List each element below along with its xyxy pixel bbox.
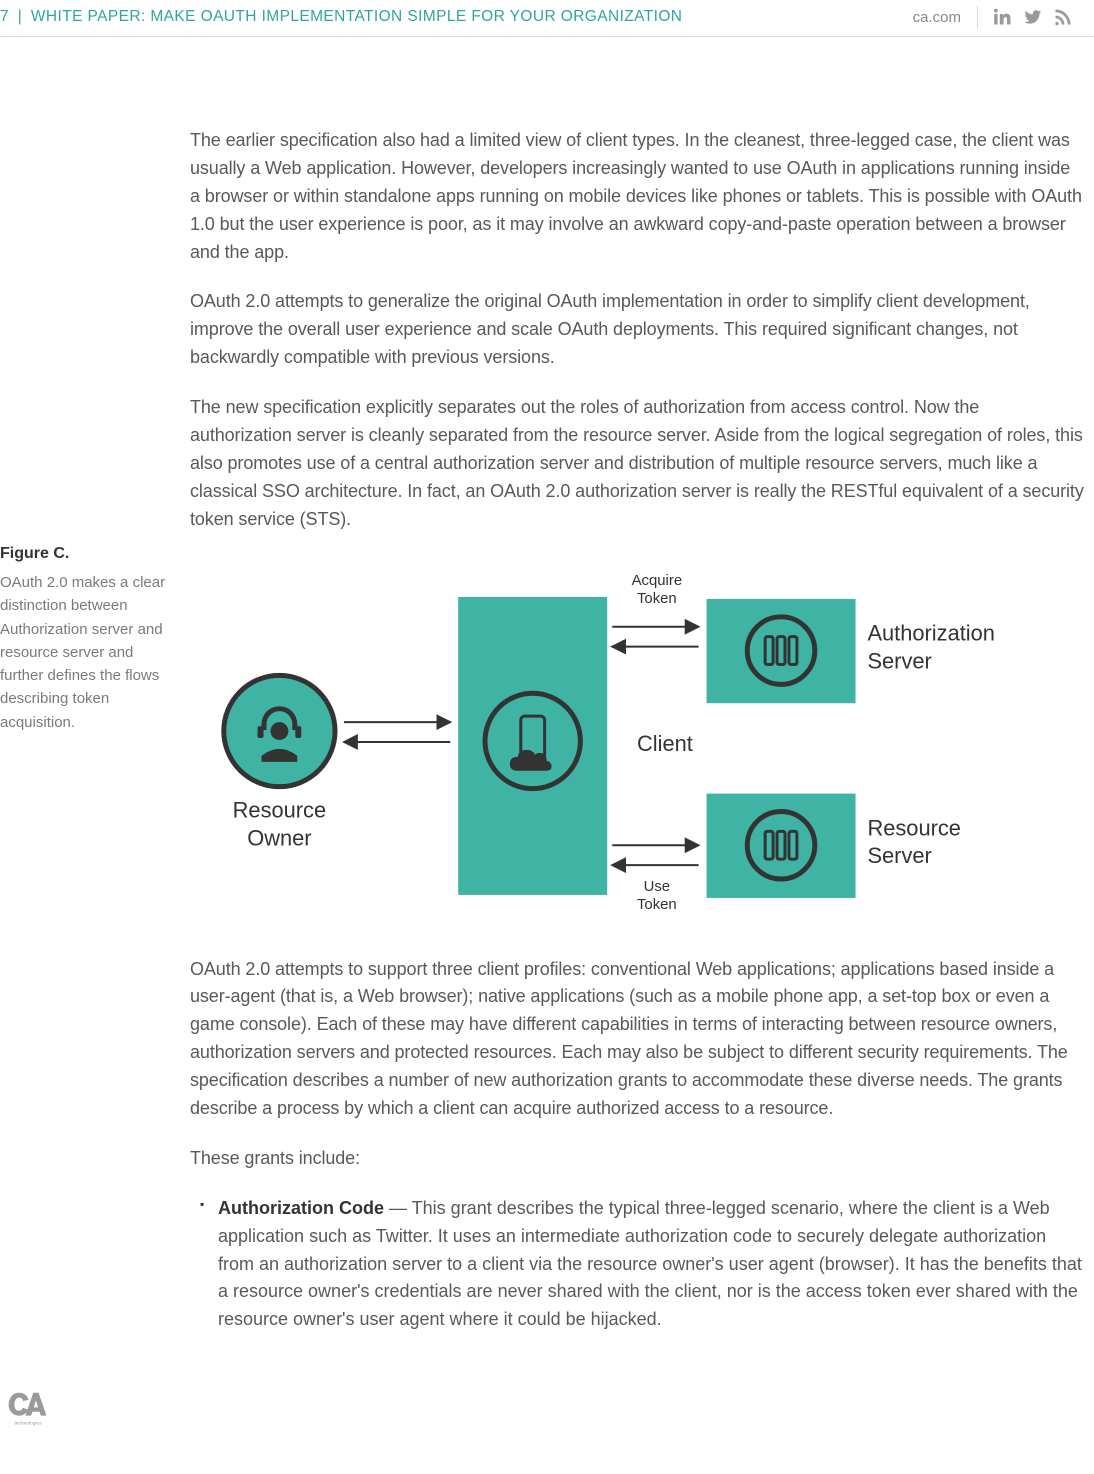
use-label-2: Token — [637, 896, 677, 912]
figure-label: Figure C. — [0, 545, 172, 563]
rss-icon[interactable] — [1054, 8, 1072, 26]
paragraph-1: The earlier specification also had a lim… — [190, 127, 1084, 266]
body-text-bottom: OAuth 2.0 attempts to support three clie… — [190, 956, 1084, 1173]
footer: technologies — [0, 1374, 1094, 1453]
resource-server-label-2: Server — [867, 843, 931, 868]
auth-server-label-2: Server — [867, 648, 931, 673]
acquire-label-2: Token — [637, 590, 677, 606]
site-link[interactable]: ca.com — [913, 9, 961, 26]
resource-owner-label-1: Resource — [233, 797, 326, 822]
page-number: 7 — [0, 8, 9, 25]
header-title-block: 7 | WHITE PAPER: MAKE OAUTH IMPLEMENTATI… — [0, 8, 682, 26]
earcup-right-icon — [295, 726, 301, 738]
separator: | — [18, 8, 22, 25]
grant-auth-code: Authorization Code — This grant describe… — [204, 1195, 1084, 1334]
page-body: Figure C. OAuth 2.0 makes a clear distin… — [0, 37, 1094, 1374]
ca-logo-icon: technologies — [6, 1384, 50, 1428]
header-right: ca.com — [913, 6, 1072, 28]
client-label: Client — [637, 730, 693, 755]
body-text-top: The earlier specification also had a lim… — [190, 127, 1084, 534]
figure-caption: OAuth 2.0 makes a clear distinction betw… — [0, 571, 172, 734]
header-divider — [977, 6, 978, 28]
logo-subtext: technologies — [14, 1421, 42, 1427]
twitter-icon[interactable] — [1024, 8, 1042, 26]
sidebar: Figure C. OAuth 2.0 makes a clear distin… — [0, 127, 190, 1334]
linkedin-icon[interactable] — [994, 8, 1012, 26]
grant-title: Authorization Code — [218, 1198, 384, 1218]
figure-c-diagram: Client Resource Owner Au — [190, 556, 1084, 916]
paragraph-2: OAuth 2.0 attempts to generalize the ori… — [190, 288, 1084, 372]
diagram-svg: Client Resource Owner Au — [190, 556, 1084, 916]
acquire-label-1: Acquire — [632, 573, 683, 589]
grant-dash: — — [384, 1198, 412, 1218]
doc-title: MAKE OAUTH IMPLEMENTATION SIMPLE FOR YOU… — [150, 8, 682, 25]
earcup-left-icon — [258, 726, 264, 738]
doc-type: WHITE PAPER: — [31, 8, 146, 25]
client-node — [458, 597, 607, 895]
grants-list: Authorization Code — This grant describe… — [190, 1195, 1084, 1334]
paragraph-3: The new specification explicitly separat… — [190, 394, 1084, 533]
main-column: The earlier specification also had a lim… — [190, 127, 1094, 1334]
page-header: 7 | WHITE PAPER: MAKE OAUTH IMPLEMENTATI… — [0, 0, 1094, 37]
auth-server-label-1: Authorization — [867, 620, 995, 645]
paragraph-4: OAuth 2.0 attempts to support three clie… — [190, 956, 1084, 1123]
resource-owner-label-2: Owner — [247, 825, 311, 850]
resource-server-label-1: Resource — [867, 815, 961, 840]
user-head-icon — [270, 722, 288, 740]
use-label-1: Use — [644, 879, 670, 895]
grants-intro: These grants include: — [190, 1145, 1084, 1173]
